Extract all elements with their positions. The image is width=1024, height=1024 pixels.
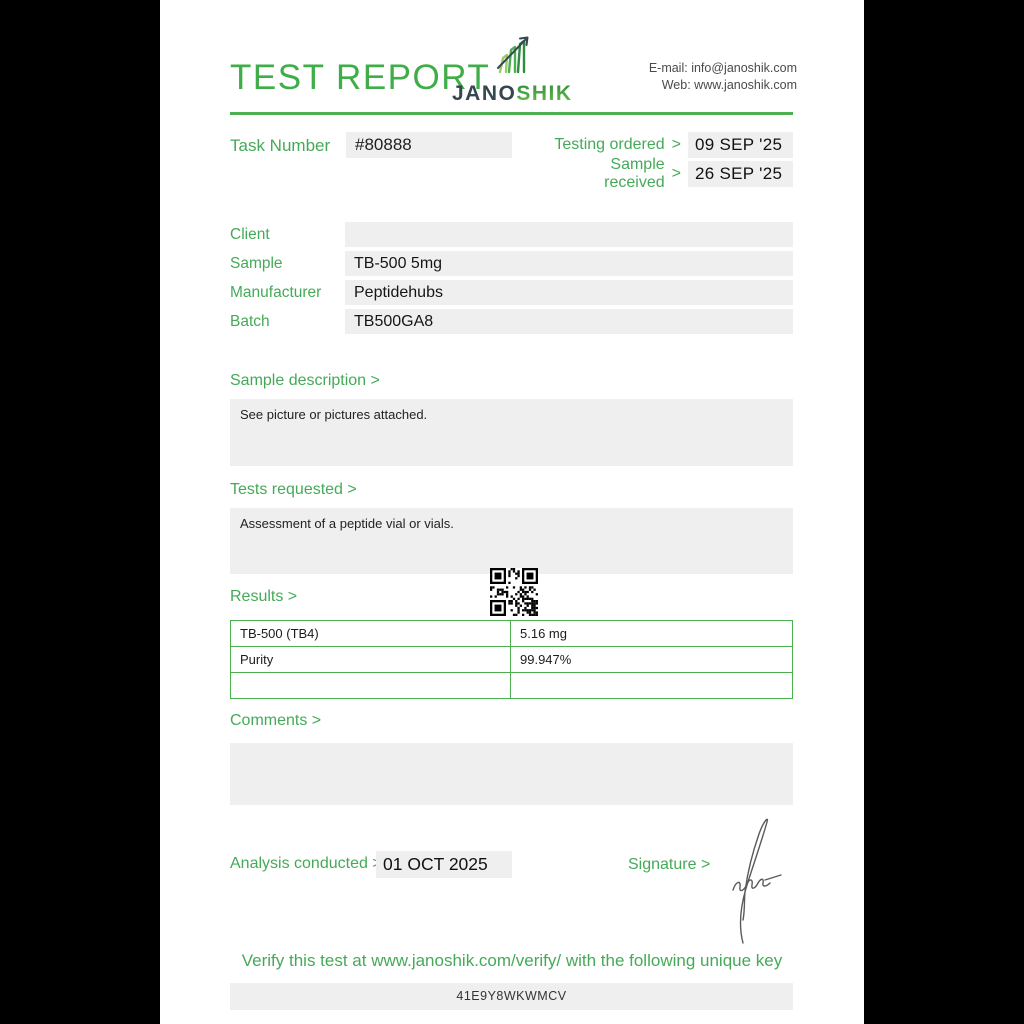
testing-ordered-arrow: > <box>671 136 681 153</box>
client-label: Client <box>230 226 270 243</box>
web-value: www.janoshik.com <box>694 78 797 92</box>
logo-wordmark: JANOSHIK <box>452 82 572 106</box>
testing-ordered-label: Testing ordered <box>554 136 665 153</box>
email-value: info@janoshik.com <box>691 61 797 75</box>
client-value <box>345 222 793 247</box>
report-page: TEST REPORT JANOSHIK E-mail: info@janosh… <box>160 0 864 1024</box>
sample-label: Sample <box>230 255 283 272</box>
bar-chart-arrow-icon <box>489 36 535 80</box>
table-row: Purity 99.947% <box>230 646 793 673</box>
manufacturer-label: Manufacturer <box>230 284 322 301</box>
web-label: Web: <box>661 78 691 92</box>
sample-received-row: Sample received > 26 SEP '25 <box>548 156 793 191</box>
email-label: E-mail: <box>648 61 688 75</box>
header-divider <box>230 112 793 115</box>
comments-box <box>230 743 793 805</box>
result-value <box>510 672 793 699</box>
task-number-value: #80888 <box>346 132 512 158</box>
batch-label: Batch <box>230 313 270 330</box>
testing-ordered-row: Testing ordered > 09 SEP '25 <box>548 132 793 158</box>
page-title: TEST REPORT <box>230 58 491 97</box>
web-line: Web: www.janoshik.com <box>649 77 797 94</box>
janoshik-logo: JANOSHIK <box>452 34 572 106</box>
result-name <box>230 672 511 699</box>
testing-ordered-date: 09 SEP '25 <box>688 132 793 158</box>
tests-requested-heading: Tests requested > <box>230 481 357 498</box>
task-number-label: Task Number <box>230 136 331 155</box>
table-row <box>230 672 793 699</box>
verify-text: Verify this test at www.janoshik.com/ver… <box>241 951 783 970</box>
tests-requested-box: Assessment of a peptide vial or vials. <box>230 508 793 574</box>
sample-received-date: 26 SEP '25 <box>688 161 793 187</box>
results-table: TB-500 (TB4) 5.16 mg Purity 99.947% <box>230 620 793 699</box>
sample-received-arrow: > <box>671 165 681 182</box>
email-line: E-mail: info@janoshik.com <box>649 60 797 77</box>
sample-description-heading: Sample description > <box>230 372 380 389</box>
analysis-date: 01 OCT 2025 <box>376 851 512 878</box>
sample-value: TB-500 5mg <box>345 251 793 276</box>
sample-description-box: See picture or pictures attached. <box>230 399 793 466</box>
signature-label: Signature > <box>628 856 711 873</box>
unique-key: 41E9Y8WKWMCV <box>230 983 793 1010</box>
table-row: TB-500 (TB4) 5.16 mg <box>230 620 793 647</box>
result-value: 99.947% <box>510 646 793 673</box>
logo-text-shik: SHIK <box>516 82 573 105</box>
result-name: Purity <box>230 646 511 673</box>
sample-received-label: Sample received <box>604 156 665 191</box>
results-heading: Results > <box>230 588 298 605</box>
analysis-conducted-label: Analysis conducted > <box>230 855 382 872</box>
comments-heading: Comments > <box>230 712 322 729</box>
qr-code <box>490 568 538 616</box>
logo-text-jano: JANO <box>452 82 517 105</box>
manufacturer-value: Peptidehubs <box>345 280 793 305</box>
signature-scribble <box>713 812 791 952</box>
result-name: TB-500 (TB4) <box>230 620 511 647</box>
batch-value: TB500GA8 <box>345 309 793 334</box>
contact-block: E-mail: info@janoshik.com Web: www.janos… <box>649 60 797 94</box>
result-value: 5.16 mg <box>510 620 793 647</box>
